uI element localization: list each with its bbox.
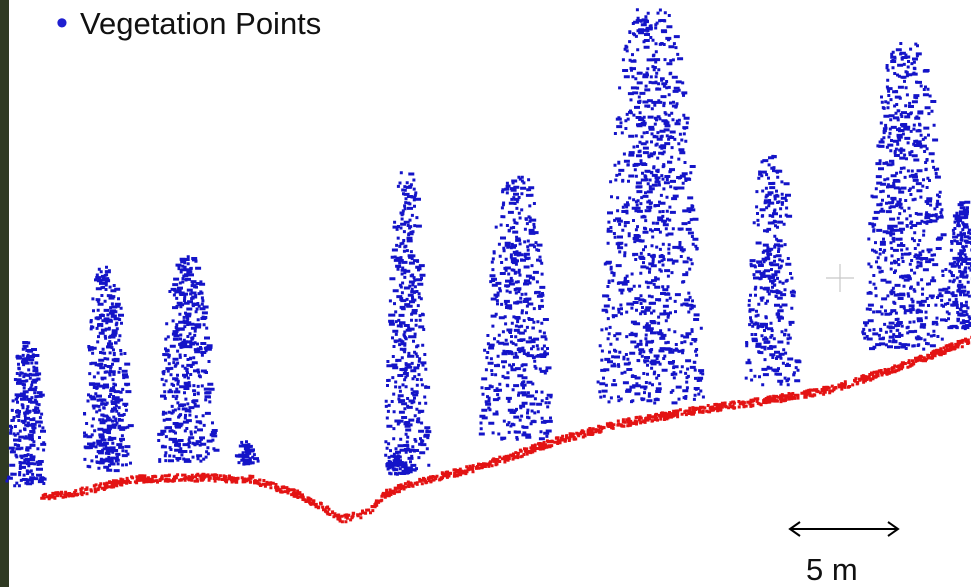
scale-label: 5 m <box>806 552 858 587</box>
legend-label: Vegetation Points <box>80 6 321 41</box>
slide: • Vegetation Points 5 m <box>0 0 971 587</box>
page: • Vegetation Points 5 m (() => { const d… <box>0 0 971 587</box>
background <box>0 0 971 587</box>
bullet: • <box>56 4 68 42</box>
image-edge <box>0 0 9 587</box>
